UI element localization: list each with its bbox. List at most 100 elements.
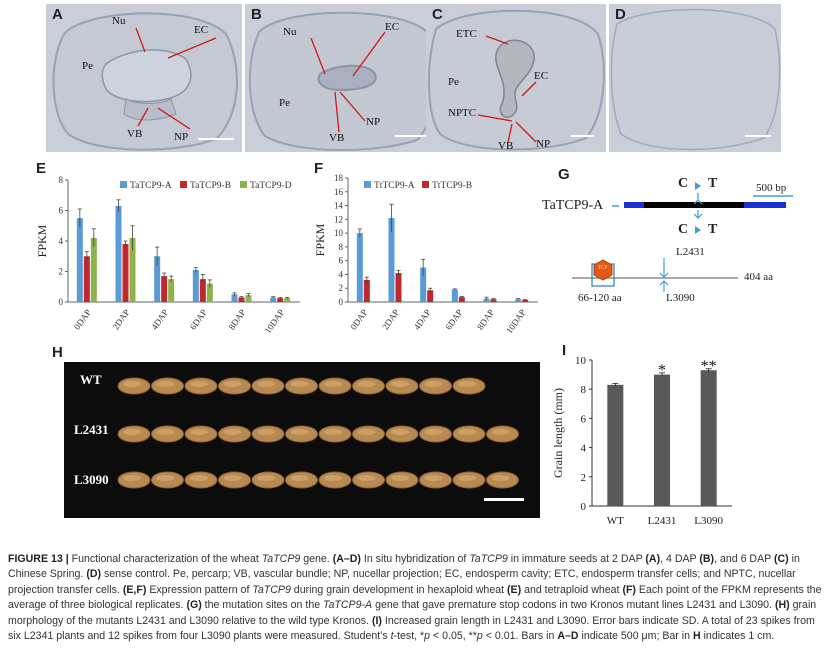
- bar: [192, 269, 199, 302]
- figure-caption: FIGURE 13 | Functional characterization …: [8, 552, 823, 644]
- grain-highlight: [156, 429, 175, 435]
- caption-text: , and 6 DAP: [714, 553, 774, 565]
- row-label-wt: WT: [80, 372, 102, 387]
- mutation-bottom-to: T: [708, 222, 718, 237]
- grain-highlight: [290, 475, 309, 481]
- y-tick-label: 0: [339, 297, 344, 307]
- bar: [363, 279, 370, 302]
- bar: [161, 276, 168, 302]
- gene-label: TaTCP9-A: [542, 198, 604, 213]
- bar: [206, 283, 213, 302]
- x-tick-label: 6DAP: [188, 307, 209, 331]
- bar: [115, 205, 122, 302]
- exon-left: [624, 202, 644, 208]
- panel-letter: D: [615, 6, 626, 23]
- bar: [284, 298, 291, 302]
- y-tick-label: 6: [59, 206, 64, 216]
- caption-ref: A–D: [557, 630, 579, 643]
- mutation-top-from: C: [678, 176, 689, 191]
- grain-highlight: [223, 429, 242, 435]
- grain-highlight: [357, 429, 376, 435]
- caption-text: indicate 500 μm; Bar in: [578, 630, 693, 643]
- legend-swatch: [180, 181, 187, 188]
- legend-label: TaTCP9-B: [190, 181, 231, 191]
- caption-text: Each point of the FPKM represents the av…: [8, 583, 822, 612]
- caption-text: the mutation sites on the: [201, 599, 324, 612]
- grain-highlight: [458, 381, 476, 387]
- bar: [76, 218, 83, 302]
- caption-text: , 4 DAP: [660, 553, 700, 565]
- caption-text: sense control. Pe, percarp; VB, vascular…: [8, 568, 796, 596]
- caption-text: and tetraploid wheat: [521, 583, 623, 596]
- caption-ref: (I): [371, 614, 382, 627]
- grain-rows-svg: [117, 377, 519, 489]
- gene-structure-svg: [572, 182, 793, 292]
- grain-highlight: [458, 429, 476, 435]
- caption-text: in Chinese Spring.: [8, 553, 800, 581]
- caption-italic: t: [390, 630, 394, 643]
- grain-highlight: [290, 381, 309, 387]
- label-ec: EC: [385, 21, 400, 33]
- grain-highlight: [357, 475, 376, 481]
- caption-ref: H: [692, 630, 701, 643]
- x-tick-label: 10DAP: [263, 307, 287, 335]
- caption-text: < 0.01. Bars in: [482, 630, 558, 643]
- y-tick-label: 10: [575, 355, 587, 367]
- seed-section-illustration: [610, 8, 781, 151]
- mutation-top-to: T: [708, 176, 718, 191]
- bar: [388, 217, 395, 302]
- label-etc: ETC: [456, 28, 477, 40]
- y-tick-label: 4: [339, 269, 344, 279]
- caption-text: Expression pattern of: [146, 583, 253, 596]
- x-tick-label: 0DAP: [348, 307, 369, 331]
- y-axis-label: FPKM: [35, 224, 49, 257]
- y-tick-label: 4: [59, 236, 64, 246]
- y-tick-label: 10: [334, 228, 344, 238]
- y-tick-label: 6: [581, 413, 587, 425]
- y-tick-label: 12: [334, 214, 343, 224]
- caption-ref: (E,F): [122, 583, 147, 596]
- caption-text: Increased grain length in L2431 and L309…: [8, 614, 815, 643]
- grain-highlight: [257, 381, 275, 387]
- caption-ref: (H): [774, 599, 790, 612]
- caption-text: indicates 1 cm.: [700, 630, 775, 643]
- panel-letter: F: [314, 160, 324, 177]
- grain-highlight: [324, 429, 342, 435]
- caption-ref: (D): [86, 568, 102, 581]
- panel-letter: G: [558, 166, 570, 183]
- chart-e: 0 2 4 6 8 FPKM 0DAP 2DAP 4DAP 6DAP 8DAP 10DAP TaTCP9…: [35, 175, 300, 335]
- grain-highlight: [324, 475, 342, 481]
- label-np: NP: [536, 138, 551, 150]
- micrograph-panel-a: A Nu EC Pe VB NP: [46, 4, 242, 152]
- bar: [270, 297, 277, 302]
- x-tick-label: 4DAP: [412, 307, 433, 331]
- grain-highlight: [391, 475, 409, 481]
- caption-italic: p: [424, 630, 431, 643]
- y-tick-label: 4: [581, 443, 587, 455]
- y-tick-label: 18: [334, 173, 344, 183]
- grain-highlight: [424, 381, 443, 387]
- bar: [83, 256, 90, 302]
- y-tick-label: 0: [581, 501, 587, 513]
- y-tick-label: 8: [59, 175, 64, 185]
- caption-gene: TaTCP9: [252, 583, 291, 596]
- bar: [238, 297, 245, 302]
- y-tick-label: 16: [334, 187, 344, 197]
- panel-letter: B: [251, 6, 262, 23]
- bar: [490, 299, 497, 302]
- bar: [154, 256, 161, 302]
- scale-bar: [484, 498, 524, 501]
- bar: [395, 273, 402, 302]
- bar: [654, 374, 670, 506]
- caption-text: gene that gave premature stop codons in …: [372, 599, 775, 612]
- chart-i: 0 2 4 6 8 10 Grain length (mm) WT * L2431 ** L3090: [551, 355, 732, 527]
- label-nu: Nu: [112, 15, 126, 27]
- grain-highlight: [391, 429, 409, 435]
- panel-letter: A: [52, 6, 63, 23]
- grain-highlight: [123, 429, 141, 435]
- bar: [522, 299, 529, 302]
- grain-highlight: [123, 475, 141, 481]
- grain-highlight: [156, 381, 175, 387]
- x-tick-label: L3090: [694, 515, 723, 527]
- chart-i-container: I 0 2 4 6 8 10 Grain length (mm) WT * L2431 ** L309…: [548, 340, 748, 540]
